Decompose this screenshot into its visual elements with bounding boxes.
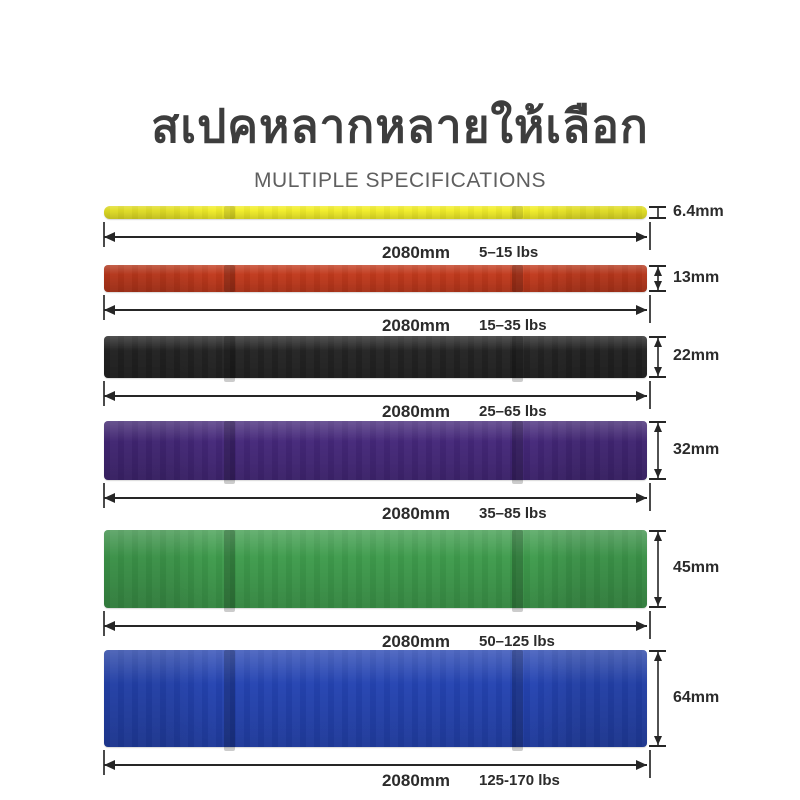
band-swatch: [104, 650, 647, 751]
thickness-label: 64mm: [673, 689, 720, 706]
length-dimension-arrow: [104, 391, 647, 401]
band-seam-left: [224, 650, 235, 751]
band-swatch: [104, 336, 647, 382]
length-label: 2080mm: [381, 632, 451, 651]
band-row-black: 2080mm 25–65 lbs 22mm: [0, 336, 800, 426]
band-row-red: 2080mm 15–35 lbs 13mm: [0, 265, 800, 340]
band-texture: [104, 530, 647, 608]
length-label: 2080mm: [381, 402, 451, 421]
band-seam-left: [224, 265, 235, 292]
band-row-purple: 2080mm 35–85 lbs 32mm: [0, 421, 800, 528]
length-dimension-arrow: [104, 621, 647, 631]
band-texture: [104, 650, 647, 747]
length-dimension-arrow: [104, 760, 647, 770]
length-dimension-arrow: [104, 232, 647, 242]
thickness-dimension-arrow: [649, 206, 666, 219]
band-texture: [104, 421, 647, 480]
thickness-dimension-arrow: [649, 265, 666, 292]
page-title: สเปคหลากหลายให้เลือก: [151, 99, 649, 153]
thickness-dimension-arrow: [649, 650, 666, 747]
band-seam-right: [512, 530, 523, 612]
thickness-dimension-arrow: [649, 421, 666, 480]
length-label: 2080mm: [381, 243, 451, 262]
band-seam-right: [512, 421, 523, 484]
band-swatch: [104, 421, 647, 484]
band-texture: [104, 265, 647, 292]
resistance-label: 5–15 lbs: [479, 244, 539, 261]
thickness-dimension-arrow: [649, 530, 666, 608]
thickness-label: 45mm: [673, 559, 720, 576]
band-row-green: 2080mm 50–125 lbs 45mm: [0, 530, 800, 656]
thickness-label: 13mm: [673, 269, 720, 286]
band-row-blue: 2080mm 125-170 lbs 64mm: [0, 650, 800, 795]
extension-line-right: [649, 750, 651, 778]
length-dimension-arrow: [104, 493, 647, 503]
thickness-label: 6.4mm: [673, 203, 724, 220]
length-dimension-arrow: [104, 305, 647, 315]
extension-line-right: [649, 295, 651, 323]
band-seam-left: [224, 530, 235, 612]
resistance-label: 125-170 lbs: [479, 772, 560, 789]
band-seam-left: [224, 336, 235, 382]
band-seam-right: [512, 336, 523, 382]
band-seam-right: [512, 265, 523, 292]
resistance-label: 50–125 lbs: [479, 633, 555, 650]
page-subtitle: MULTIPLE SPECIFICATIONS: [254, 169, 546, 192]
extension-line-right: [649, 222, 651, 250]
resistance-label: 35–85 lbs: [479, 505, 547, 522]
extension-line-right: [649, 483, 651, 511]
extension-line-right: [649, 381, 651, 409]
thickness-dimension-arrow: [649, 336, 666, 378]
length-label: 2080mm: [381, 316, 451, 335]
band-seam-right: [512, 650, 523, 751]
resistance-label: 25–65 lbs: [479, 403, 547, 420]
length-label: 2080mm: [381, 771, 451, 790]
thickness-label: 32mm: [673, 441, 720, 458]
length-label: 2080mm: [381, 504, 451, 523]
band-row-yellow: 2080mm 5–15 lbs 6.4mm: [0, 203, 800, 267]
band-texture: [104, 336, 647, 378]
thickness-label: 22mm: [673, 347, 720, 364]
band-swatch: [104, 265, 647, 292]
band-swatch: [104, 206, 647, 219]
band-seam-left: [224, 421, 235, 484]
band-seam-right: [512, 206, 523, 219]
band-seam-left: [224, 206, 235, 219]
resistance-label: 15–35 lbs: [479, 317, 547, 334]
band-swatch: [104, 530, 647, 612]
extension-line-right: [649, 611, 651, 639]
band-texture: [104, 206, 647, 219]
